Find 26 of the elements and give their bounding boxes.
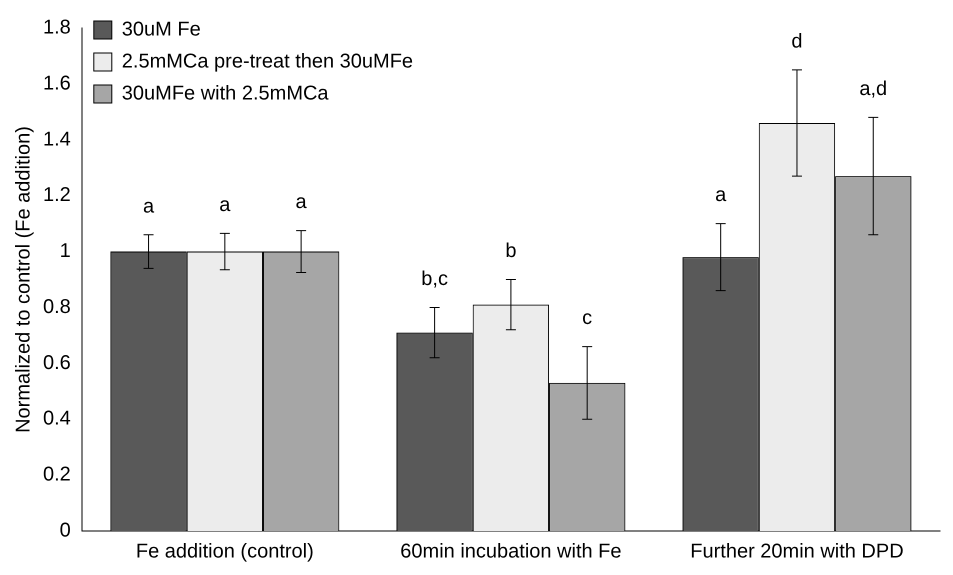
- annotation: a,d: [859, 78, 888, 100]
- y-tick-label: 1.8: [42, 16, 71, 39]
- annotation: a: [219, 194, 232, 216]
- y-axis-title: Normalized to control (Fe addition): [12, 126, 35, 433]
- y-tick-label: 0.6: [42, 352, 71, 374]
- y-tick-label: 0.2: [42, 464, 71, 486]
- annotation: b,c: [421, 268, 448, 290]
- y-tick-label: 1: [60, 240, 71, 262]
- annotation: d: [791, 30, 803, 52]
- legend-label: 30uM Fe: [122, 18, 201, 41]
- annotation: c: [582, 307, 592, 330]
- annotation: a: [715, 184, 728, 206]
- legend-label: 2.5mMCa pre-treat then 30uMFe: [122, 50, 414, 73]
- x-tick-label: Further 20min with DPD: [690, 540, 904, 563]
- annotation: a: [142, 195, 155, 218]
- y-tick-label: 0: [60, 520, 71, 542]
- y-tick-label: 0.4: [42, 408, 71, 430]
- x-tick-label: 60min incubation with Fe: [400, 540, 622, 563]
- annotation: a: [296, 191, 308, 214]
- y-tick-label: 1.6: [42, 72, 71, 94]
- annotation: b: [505, 240, 516, 262]
- x-tick-label: Fe addition (control): [136, 540, 314, 563]
- y-tick-label: 0.8: [42, 296, 71, 318]
- legend-label: 30uMFe with 2.5mMCa: [122, 82, 330, 105]
- y-tick-label: 1.2: [42, 184, 71, 206]
- y-tick-label: 1.4: [42, 128, 71, 150]
